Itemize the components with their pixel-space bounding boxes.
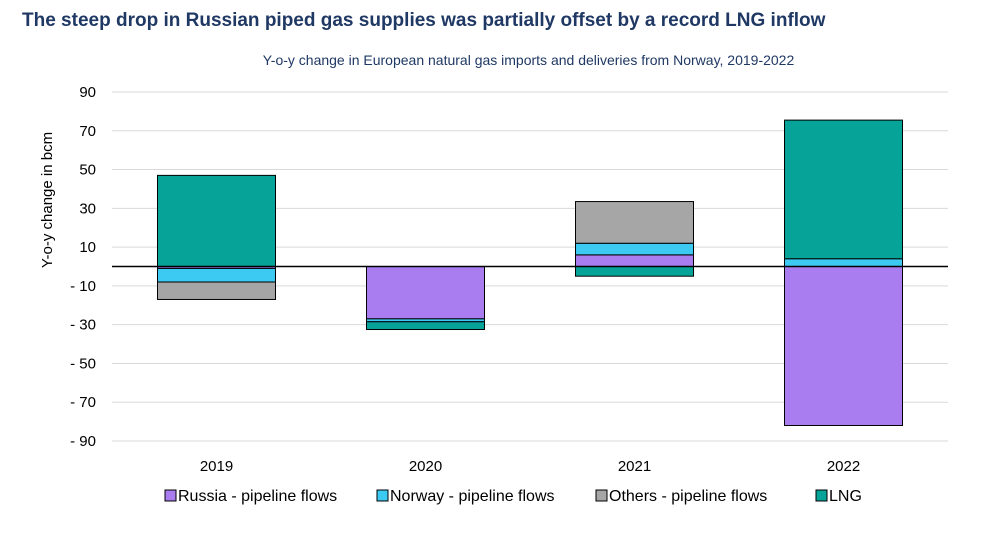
y-tick-label: - 10 [70,278,96,295]
bar-segment[interactable] [575,242,694,256]
bar-segment[interactable] [575,266,694,277]
bar-segment[interactable] [575,201,694,244]
y-tick-label: - 90 [70,433,96,450]
legend-label: Norway - pipeline flows [390,488,555,505]
legend-label: Others - pipeline flows [609,488,767,505]
bar-segment[interactable] [784,258,903,268]
bar-segment[interactable] [575,254,694,268]
x-tick-label: 2022 [827,458,860,475]
y-tick-label: - 30 [70,317,96,334]
bar-segment[interactable] [784,119,903,260]
bar-segment[interactable] [366,321,485,331]
y-tick-label: - 50 [70,355,96,372]
y-axis-label: Y-o-y change in bcm [39,132,56,268]
bar-segment[interactable] [157,174,276,267]
x-tick-label: 2020 [409,458,442,475]
y-tick-label: 70 [79,123,96,140]
y-tick-label: 10 [79,239,96,256]
legend-swatch [815,489,828,502]
y-axis-ticks: 90 70 50 30 10 - 10 - 30 - 50 - 70 - 90 [70,84,96,450]
y-tick-label: 30 [79,200,96,217]
x-tick-label: 2019 [200,458,233,475]
bar-segment[interactable] [157,267,276,283]
legend-label: LNG [829,488,862,505]
legend-swatch [376,489,389,502]
legend-item[interactable]: LNG [815,488,862,505]
y-tick-label: 90 [79,84,96,101]
bar-segment[interactable] [157,281,276,300]
chart-title: The steep drop in Russian piped gas supp… [22,10,826,31]
legend[interactable]: Russia - pipeline flows Norway - pipeline… [164,488,862,505]
legend-item[interactable]: Russia - pipeline flows [164,488,337,505]
legend-swatch [164,489,177,502]
bar-segment[interactable] [784,266,903,426]
y-tick-label: 50 [79,162,96,179]
chart-subtitle: Y-o-y change in European natural gas imp… [262,52,795,68]
x-axis-ticks: 2019 2020 2021 2022 [200,458,860,475]
y-tick-label: - 70 [70,394,96,411]
legend-item[interactable]: Norway - pipeline flows [376,488,555,505]
bar-segment[interactable] [366,266,485,320]
legend-swatch [595,489,608,502]
legend-item[interactable]: Others - pipeline flows [595,488,767,505]
legend-label: Russia - pipeline flows [178,488,337,505]
bars [157,119,903,426]
x-tick-label: 2021 [618,458,651,475]
